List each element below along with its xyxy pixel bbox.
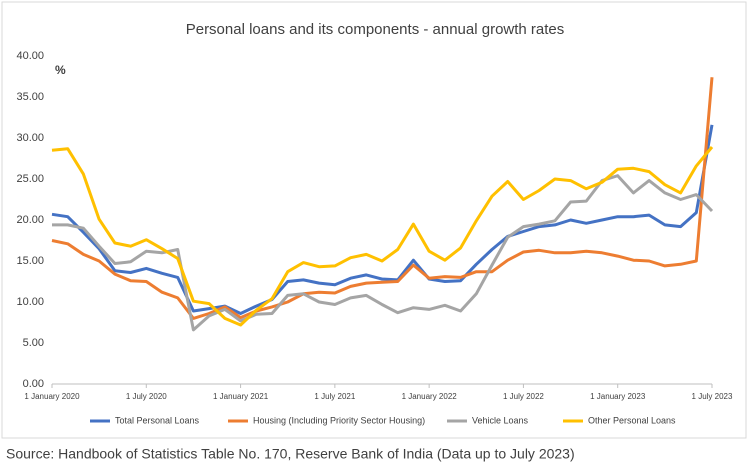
legend-label: Total Personal Loans (115, 415, 200, 425)
series-line (51, 77, 714, 320)
x-tick-label: 1 January 2022 (402, 392, 458, 401)
y-tick-label: 30.00 (16, 132, 44, 144)
y-tick-label: 40.00 (16, 50, 44, 62)
chart-frame (1, 1, 747, 439)
x-tick-label: 1 January 2023 (590, 392, 646, 401)
x-tick-label: 1 July 2022 (503, 392, 544, 401)
y-tick-label: 15.00 (16, 255, 44, 267)
x-tick-label: 1 July 2023 (692, 392, 733, 401)
x-tick-label: 1 January 2021 (213, 392, 269, 401)
series-line (51, 146, 714, 327)
source-note: Source: Handbook of Statistics Table No.… (6, 446, 575, 462)
chart-title: Personal loans and its components - annu… (186, 21, 565, 38)
y-tick-label: 5.00 (23, 337, 44, 349)
y-tick-label: 35.00 (16, 91, 44, 103)
series-line (51, 124, 714, 315)
y-tick-label: 0.00 (23, 378, 44, 390)
x-tick-label: 1 July 2021 (314, 392, 355, 401)
x-tick-label: 1 January 2020 (24, 392, 80, 401)
x-tick-label: 1 July 2020 (126, 392, 167, 401)
y-tick-label: 10.00 (16, 296, 44, 308)
legend-label: Other Personal Loans (588, 415, 676, 425)
y-tick-label: 20.00 (16, 214, 44, 226)
legend-label: Housing (Including Priority Sector Housi… (253, 415, 425, 425)
legend-label: Vehicle Loans (472, 415, 529, 425)
y-tick-label: 25.00 (16, 173, 44, 185)
y-axis-label: % (55, 63, 66, 77)
